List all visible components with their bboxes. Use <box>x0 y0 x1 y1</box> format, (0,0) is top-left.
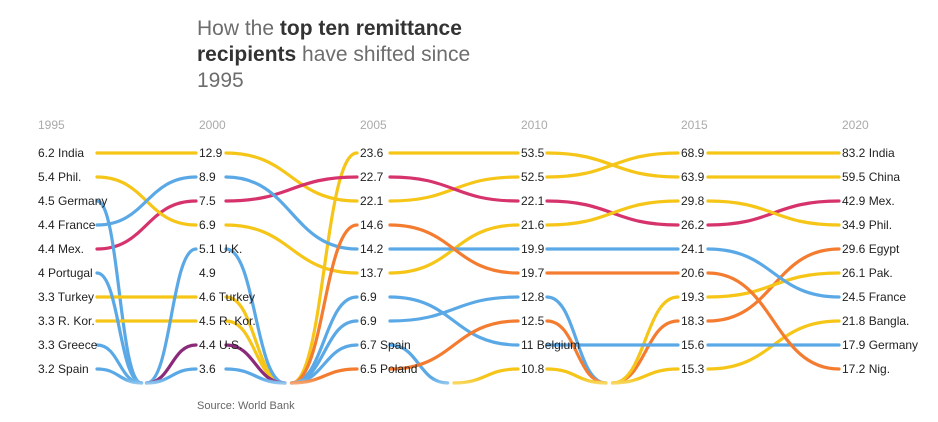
source-note: Source: World Bank <box>197 400 295 412</box>
rank-label: 4.5 Germany <box>38 194 107 208</box>
rank-label: 29.6 Egypt <box>842 242 900 256</box>
rank-label: 24.5 France <box>842 290 906 304</box>
year-label: 2020 <box>842 118 869 132</box>
rank-label: 3.6 <box>199 362 216 376</box>
title-bold-1: top ten remittance <box>279 17 462 40</box>
series-line <box>95 175 841 251</box>
title-bold-2: recipients <box>197 43 297 66</box>
rank-label: 3.3 Greece <box>38 338 98 352</box>
rank-label: 12.8 <box>521 290 545 304</box>
rank-label: 23.6 <box>360 146 384 160</box>
chart-title: How the top ten remittance recipients ha… <box>197 16 517 94</box>
labels: 1995 2000 2005 2010 2015 2020 6.2 India 5.4 Phi… <box>38 118 918 376</box>
year-label: 2010 <box>521 118 548 132</box>
bottom-fade <box>0 378 938 395</box>
rank-label: 3.3 R. Kor. <box>38 314 95 328</box>
year-label: 1995 <box>38 118 65 132</box>
rank-label: 10.8 <box>521 362 545 376</box>
title-post: have shifted since 1995 <box>197 43 471 92</box>
series-line <box>144 247 287 385</box>
rank-label: 22.1 <box>521 194 545 208</box>
rank-label: 6.9 <box>360 290 377 304</box>
rank-label: 34.9 Phil. <box>842 218 892 232</box>
rank-label: 4.4 France <box>38 218 96 232</box>
rank-label: 6.9 <box>199 218 216 232</box>
rank-label: 3.3 Turkey <box>38 290 94 304</box>
rank-label: 11 Belgium <box>521 338 580 352</box>
rank-label: 4 Portugal <box>38 266 93 280</box>
rank-label: 18.3 <box>681 314 705 328</box>
rank-label: 19.7 <box>521 266 545 280</box>
rank-label: 19.9 <box>521 242 545 256</box>
rank-label: 29.8 <box>681 194 705 208</box>
year-label: 2005 <box>360 118 387 132</box>
rank-label: 17.9 Germany <box>842 338 918 352</box>
rank-label: 15.6 <box>681 338 705 352</box>
title-pre: How the <box>197 17 280 40</box>
rank-label: 22.1 <box>360 194 384 208</box>
year-label: 2015 <box>681 118 708 132</box>
rank-label: 83.2 India <box>842 146 895 160</box>
rank-label: 22.7 <box>360 170 384 184</box>
rank-label: 24.1 <box>681 242 705 256</box>
rank-label: 5.1 U.K. <box>199 242 242 256</box>
rank-label: 4.4 U.S. <box>199 338 242 352</box>
rank-label: 5.4 Phil. <box>38 170 81 184</box>
rank-label: 4.5 R. Kor. <box>199 314 256 328</box>
rank-label: 6.5 Poland <box>360 362 417 376</box>
rank-label: 21.6 <box>521 218 545 232</box>
rank-label: 6.7 Spain <box>360 338 411 352</box>
rank-label: 14.6 <box>360 218 384 232</box>
rank-label: 20.6 <box>681 266 705 280</box>
rank-label: 6.2 India <box>38 146 84 160</box>
bump-chart: 1995 2000 2005 2010 2015 2020 6.2 India 5.4 Phi… <box>0 118 938 395</box>
series-line <box>95 199 841 385</box>
rank-label: 19.3 <box>681 290 705 304</box>
rank-label: 26.2 <box>681 218 705 232</box>
rank-label: 6.9 <box>360 314 377 328</box>
rank-label: 4.4 Mex. <box>38 242 84 256</box>
rank-label: 14.2 <box>360 242 384 256</box>
rank-label: 53.5 <box>521 146 545 160</box>
series-line <box>610 247 841 385</box>
rank-label: 12.5 <box>521 314 545 328</box>
rank-label: 7.5 <box>199 194 216 208</box>
rank-label: 52.5 <box>521 170 545 184</box>
rank-label: 21.8 Bangla. <box>842 314 909 328</box>
rank-label: 4.6 Turkey <box>199 290 255 304</box>
rank-label: 15.3 <box>681 362 705 376</box>
rank-label: 8.9 <box>199 170 216 184</box>
rank-label: 42.9 Mex. <box>842 194 895 208</box>
series-line <box>289 223 841 385</box>
rank-label: 3.2 Spain <box>38 362 89 376</box>
rank-label: 63.9 <box>681 170 705 184</box>
year-label: 2000 <box>199 118 226 132</box>
rank-label: 12.9 <box>199 146 223 160</box>
rank-label: 17.2 Nig. <box>842 362 890 376</box>
series-lines <box>95 151 841 385</box>
rank-label: 59.5 China <box>842 170 900 184</box>
rank-label: 26.1 Pak. <box>842 266 893 280</box>
rank-label: 13.7 <box>360 266 384 280</box>
rank-label: 4.9 <box>199 266 216 280</box>
rank-label: 68.9 <box>681 146 705 160</box>
